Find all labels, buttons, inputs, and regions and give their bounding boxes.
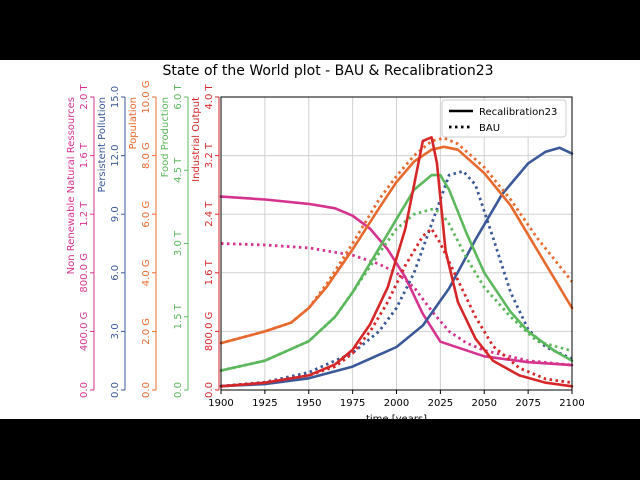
legend-label: BAU — [479, 123, 500, 134]
population-tick-label: 4.0 G — [141, 259, 152, 286]
pollution-axis-label: Persistent Pollution — [97, 97, 108, 193]
population-tick-label: 0.0 — [141, 382, 152, 398]
pollution-tick-label: 3.0 — [110, 323, 121, 339]
x-tick-label: 2075 — [515, 398, 540, 409]
x-axis-label: time [years] — [366, 414, 427, 419]
industry-tick-label: 2.4 T — [204, 201, 215, 227]
resources-tick-label: 800.0 G — [79, 253, 90, 293]
population-tick-label: 10.0 G — [141, 80, 152, 113]
resources-tick-label: 2.0 T — [79, 84, 90, 110]
food-tick-label: 6.0 T — [173, 84, 184, 110]
industry-tick-label: 800.0 G — [204, 312, 215, 352]
food-recalibration23-line — [219, 173, 574, 372]
pollution-recalibration23-line — [219, 146, 574, 388]
industry-recalibration23-line — [219, 136, 574, 388]
industry-tick-label: 1.6 T — [204, 259, 215, 285]
x-tick-label: 1950 — [296, 398, 321, 409]
x-tick-label: 2025 — [428, 398, 453, 409]
resources-recalibration23-line — [219, 195, 574, 367]
resources-tick-label: 0.0 — [79, 382, 90, 398]
legend-box — [441, 99, 567, 138]
industry-axis-label: Industrial Output — [191, 97, 202, 182]
population-bau-line — [220, 136, 574, 345]
chart-frame: State of the World plot - BAU & Recalibr… — [0, 60, 640, 419]
food-tick-label: 1.5 T — [173, 303, 184, 329]
x-tick-label: 2050 — [472, 398, 497, 409]
world-state-chart: State of the World plot - BAU & Recalibr… — [66, 63, 585, 419]
resources-tick-label: 400.0 G — [79, 312, 90, 352]
x-tick-label: 2000 — [384, 398, 409, 409]
x-tick-label: 1925 — [252, 398, 277, 409]
pollution-tick-label: 15.0 — [110, 86, 121, 108]
legend: Recalibration23 BAU — [441, 99, 567, 138]
food-tick-label: 0.0 — [173, 382, 184, 398]
legend-label: Recalibration23 — [479, 107, 557, 118]
series-lines — [219, 136, 574, 388]
x-tick-label: 1900 — [208, 398, 233, 409]
gridlines — [220, 96, 573, 391]
x-tick-label: 2100 — [559, 398, 584, 409]
x-tick-label: 1975 — [340, 398, 365, 409]
resources-tick-label: 1.6 T — [79, 142, 90, 168]
food-tick-label: 4.5 T — [173, 157, 184, 183]
population-tick-label: 8.0 G — [141, 142, 152, 169]
industry-tick-label: 4.0 T — [204, 84, 215, 110]
industry-tick-label: 3.2 T — [204, 142, 215, 168]
resources-tick-label: 1.2 T — [79, 201, 90, 227]
chart-title: State of the World plot - BAU & Recalibr… — [162, 63, 493, 79]
pollution-tick-label: 0.0 — [110, 382, 121, 398]
x-axis: 1900 1925 1950 1975 2000 2025 2050 2075 2100 time… — [208, 390, 585, 419]
food-tick-label: 3.0 T — [173, 230, 184, 256]
resources-axis-label: Non Renewable Natural Ressources — [66, 97, 77, 274]
pollution-tick-label: 6.0 — [110, 265, 121, 281]
pollution-tick-label: 9.0 — [110, 206, 121, 222]
population-tick-label: 2.0 G — [141, 318, 152, 345]
pollution-tick-label: 12.0 — [110, 144, 121, 166]
food-axis-label: Food Production — [160, 97, 171, 177]
industry-tick-label: 0.0 — [204, 382, 215, 398]
population-axis-label: Population — [128, 97, 139, 150]
population-tick-label: 6.0 G — [141, 201, 152, 228]
